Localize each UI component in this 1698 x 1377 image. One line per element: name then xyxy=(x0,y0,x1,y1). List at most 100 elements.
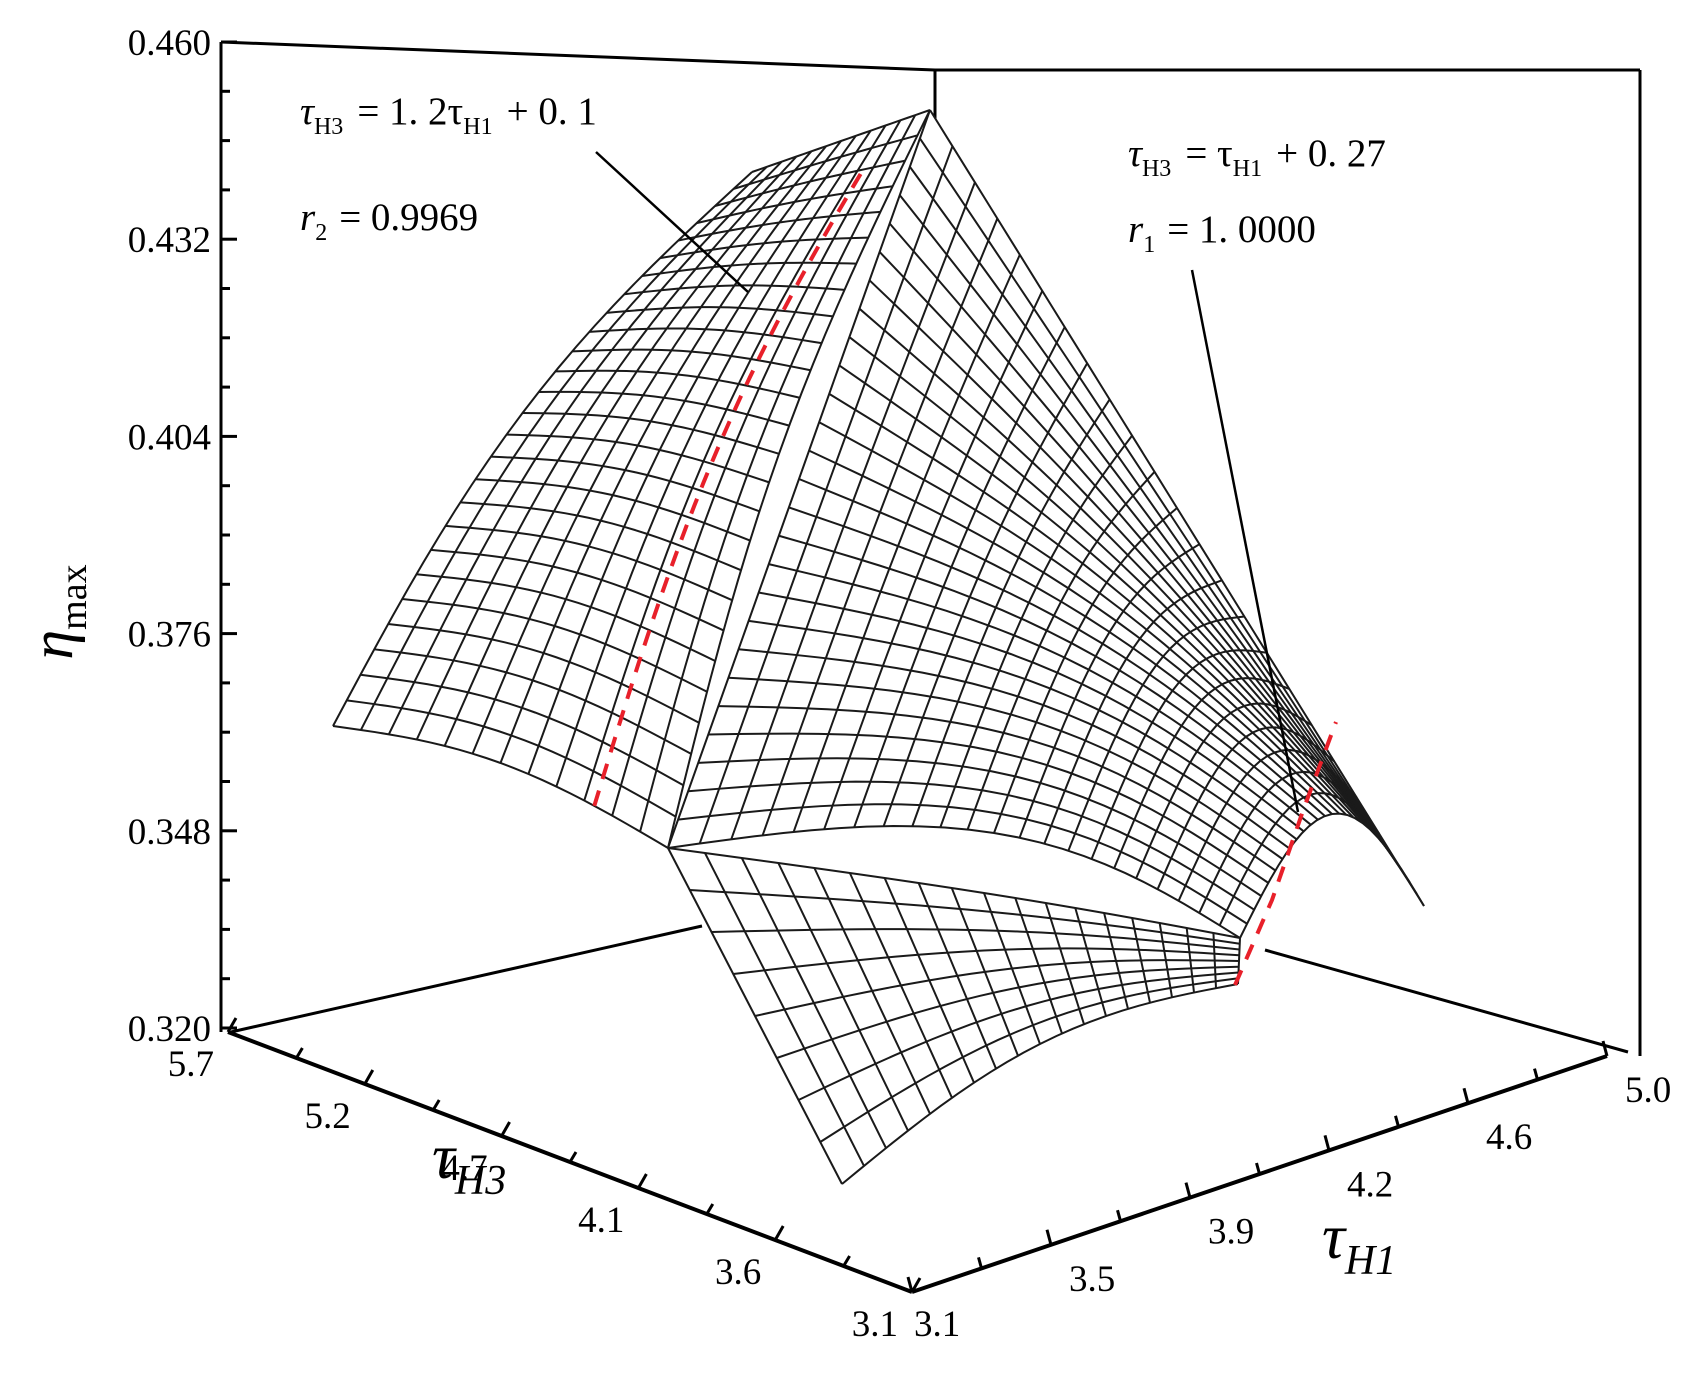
surface-right-patch-gridline-v xyxy=(828,392,1354,819)
surface-right-patch-gridline-v xyxy=(667,825,1241,939)
surface-left-patch-gridline-v xyxy=(506,433,770,484)
y-axis-label-subscript: H1 xyxy=(1344,1238,1396,1284)
y-minor-tick xyxy=(1394,1115,1400,1128)
y-tick-label: 4.2 xyxy=(1347,1164,1393,1205)
y-tick xyxy=(906,1276,914,1293)
eq1-lhs-sub: H3 xyxy=(1142,156,1171,182)
surface-left-patch-gridline-v xyxy=(522,412,780,455)
surface-front-patch-gridline-v xyxy=(689,889,1240,945)
annotation-ridge-1-r: r1 = 1. 0000 xyxy=(1128,208,1316,258)
annotation-ridge-1-equation: τH3 = τH1 + 0. 27 xyxy=(1128,132,1386,182)
y-tick xyxy=(1462,1087,1470,1104)
axis-ticks: 0.320 0.348 0.376 0.404 0.432 0.460 3.1 3.6 4.1 4… xyxy=(128,23,1672,1345)
z-axis-label-subscript: max xyxy=(53,564,95,629)
surface-left-patch-fill xyxy=(333,110,930,848)
surface-left-patch-gridline-v xyxy=(589,327,822,345)
annotation-ridge-2: τH3 = 1. 2τH1 + 0. 1 r2 = 0.9969 xyxy=(300,90,749,293)
z-axis-label-symbol: η xyxy=(19,630,85,660)
y-tick xyxy=(1184,1182,1192,1198)
surface-front-patch-gridline-v xyxy=(798,971,1239,1101)
eq2-rhs-sub: H1 xyxy=(463,114,492,140)
x-tick xyxy=(363,1069,375,1085)
surface-right-patch-gridline-v xyxy=(808,449,1340,815)
surface-right-patch-gridline-v xyxy=(688,780,1255,911)
surface-left-patch-gridline-v xyxy=(332,725,669,849)
surface-left-patch-gridline-v xyxy=(346,699,677,818)
y-tick xyxy=(1323,1135,1331,1151)
x-tick xyxy=(637,1173,648,1189)
z-axis-label: ηmax xyxy=(19,564,95,659)
surface-right-patch xyxy=(667,109,1425,939)
surface-left-patch-gridline-v xyxy=(402,598,708,693)
surface-left-patch-gridline-v xyxy=(624,284,845,296)
surface-left-patch-gridline-v xyxy=(360,673,684,787)
surface-front-patch-gridline-v xyxy=(711,928,1240,951)
surface-right-patch-gridline-v xyxy=(748,619,1298,841)
surface-right-patch-gridline-v xyxy=(929,109,1425,907)
surface-right-patch-gridline-v xyxy=(888,222,1397,862)
y-tick-label: 3.1 xyxy=(914,1304,960,1345)
surface-right-patch-gridline-v xyxy=(868,279,1383,843)
y-minor-tick xyxy=(1255,1162,1261,1175)
surface-left-patch-gridline-v xyxy=(475,478,751,542)
surface-front-patch-fill xyxy=(668,848,1240,1184)
eq1-rhs: = τ xyxy=(1185,132,1232,175)
x-tick-label: 4.1 xyxy=(578,1200,624,1241)
annotation-ridge-2-r: r2 = 0.9969 xyxy=(300,196,478,246)
eq2-lhs: τ xyxy=(300,90,316,133)
floor-back-right xyxy=(1264,948,1629,1054)
z-tick-label: 0.320 xyxy=(128,1009,211,1050)
z-tick-label: 0.348 xyxy=(128,812,211,853)
x-tick xyxy=(500,1121,511,1137)
r1-sub: 1 xyxy=(1143,232,1155,258)
surface-front-patch-gridline-v xyxy=(667,847,1241,939)
z-tick-label: 0.432 xyxy=(128,220,211,261)
surface-front-patch-gridline-v xyxy=(776,965,1239,1059)
surface-front-patch xyxy=(667,847,1241,1185)
x-axis-label-subscript: H3 xyxy=(454,1158,506,1204)
ridge-line-1 xyxy=(1233,721,1338,986)
y-axis-label: τH1 xyxy=(1322,1201,1396,1284)
surface-left-patch-gridline-v xyxy=(606,306,834,318)
surface-right-patch-gridline-v xyxy=(919,137,1418,895)
x-tick-label: 4.7 xyxy=(441,1148,487,1189)
x-minor-tick xyxy=(568,1151,578,1163)
y-tick-label: 3.5 xyxy=(1069,1259,1115,1300)
y-axis-label-symbol: τ xyxy=(1322,1201,1347,1272)
eq2-rhs: = 1. 2τ xyxy=(357,90,463,133)
surface-left-patch-gridline-v xyxy=(374,648,692,755)
surface-right-patch-gridline-v xyxy=(788,506,1326,817)
y-tick-label: 4.6 xyxy=(1486,1117,1532,1158)
svg-text:ηmax: ηmax xyxy=(19,564,95,659)
r1-symbol: r xyxy=(1128,208,1144,251)
box-edge-top-left xyxy=(220,40,936,72)
surface-front-patch-gridline-v xyxy=(841,983,1239,1185)
y-minor-tick xyxy=(977,1257,983,1269)
surface-left-patch-gridline-v xyxy=(555,369,800,399)
r1-value: = 1. 0000 xyxy=(1167,208,1316,251)
surface-right-patch-gridline-v xyxy=(698,757,1262,897)
floor-back-left xyxy=(230,924,703,1034)
eq1-tail: + 0. 27 xyxy=(1276,132,1386,175)
r2-value: = 0.9969 xyxy=(339,196,478,239)
x-axis-label-symbol: τ xyxy=(432,1121,457,1192)
surface-front-patch-gridline-v xyxy=(733,947,1240,975)
surface-left-patch-gridline-v xyxy=(460,501,742,572)
annotation-ridge-2-leader xyxy=(595,151,749,293)
annotation-ridge-1: τH3 = τH1 + 0. 27 r1 = 1. 0000 xyxy=(1128,132,1386,813)
y-tick-label: 3.9 xyxy=(1208,1212,1254,1253)
surface-right-patch-gridline-v xyxy=(909,166,1411,884)
surface-left-patch-gridline-v xyxy=(751,109,931,173)
y-minor-tick xyxy=(1533,1068,1539,1080)
surface-left-patch-gridline-v xyxy=(659,236,869,260)
surface-left-patch xyxy=(332,109,931,849)
x-minor-tick xyxy=(842,1255,851,1267)
y-tick-label: 5.0 xyxy=(1625,1070,1671,1111)
eq2-tail: + 0. 1 xyxy=(507,90,597,133)
surface-right-patch-gridline-v xyxy=(718,705,1276,872)
surface-left-patch-gridline-v xyxy=(678,210,881,242)
surface-mesh xyxy=(332,109,1425,1185)
surface-right-patch-gridline-v xyxy=(738,648,1291,850)
surface-right-patch-gridline-v xyxy=(858,307,1376,835)
